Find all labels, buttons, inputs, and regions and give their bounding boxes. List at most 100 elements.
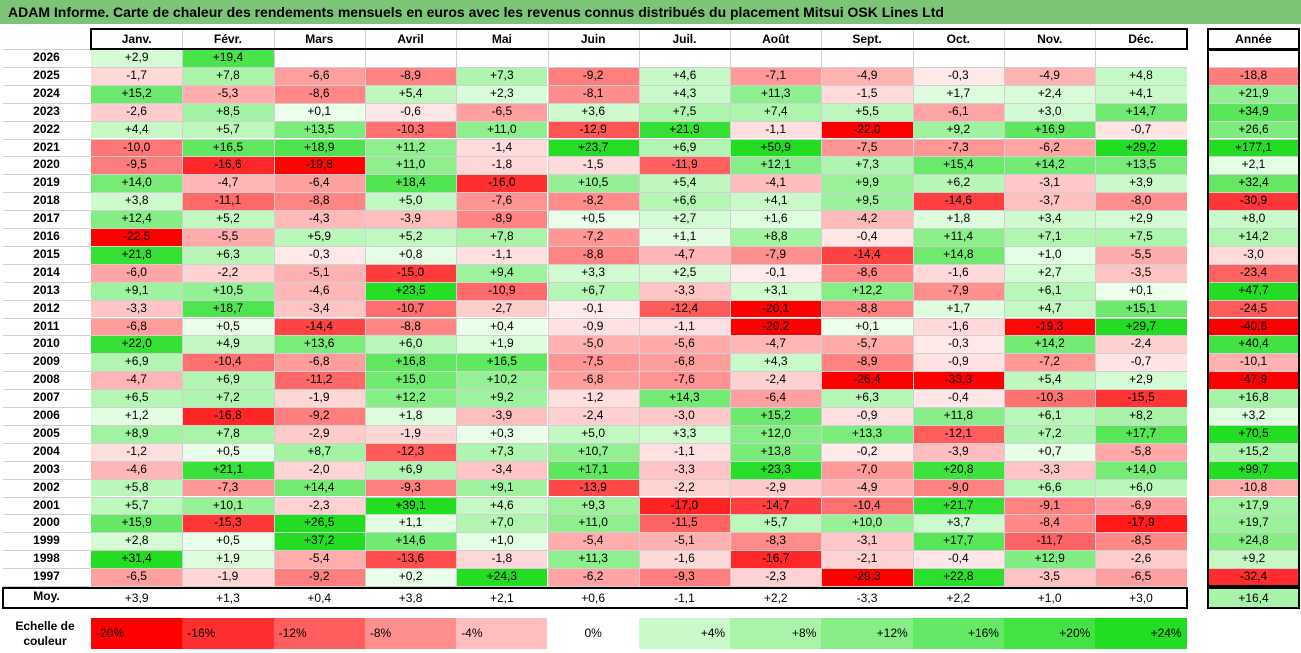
- grid-line: [1208, 192, 1299, 194]
- heatmap-cell: +6,7: [547, 281, 639, 300]
- heatmap-cell: -12,9: [547, 120, 639, 139]
- heatmap-cell: -16,6: [182, 156, 274, 175]
- heatmap-cell: +16,5: [456, 353, 548, 372]
- heatmap-cell: +12,1: [730, 156, 822, 175]
- heatmap-cell: -2,2: [182, 263, 274, 282]
- heatmap-cell: +15,9: [91, 514, 183, 533]
- month-header: Janv.: [121, 32, 152, 46]
- heatmap-cell: +16,8: [364, 353, 457, 372]
- year-label: 2009: [33, 354, 60, 369]
- heatmap-cell: -5,0: [547, 335, 639, 354]
- color-scale-swatch: -20%: [91, 618, 183, 649]
- annual-cell: +32,4: [1208, 174, 1299, 193]
- heatmap-cell: +2,9: [91, 49, 183, 67]
- heatmap-cell: +0,5: [182, 442, 274, 461]
- heatmap-cell: +0,1: [273, 102, 365, 121]
- heatmap-cell: -14,7: [730, 496, 822, 515]
- heatmap-cell: -3,4: [456, 460, 548, 479]
- heatmap-cell: +8,2: [1095, 407, 1187, 425]
- heatmap-cell: -11,7: [1004, 532, 1096, 551]
- month-header: Févr.: [213, 32, 242, 46]
- heatmap-cell: -3,3: [1004, 460, 1096, 479]
- heatmap-cell: -2,7: [456, 299, 548, 318]
- heatmap-cell: -1,9: [182, 568, 274, 586]
- heatmap-cell: +0,4: [456, 317, 548, 336]
- heatmap-cell: +17,1: [547, 460, 639, 479]
- grid-line: [1208, 478, 1299, 480]
- heatmap-cell: -2,4: [730, 371, 822, 390]
- heatmap-cell: +6,0: [1095, 478, 1187, 497]
- heatmap-cell: -8,8: [364, 317, 457, 336]
- heatmap-cell: +7,2: [182, 389, 274, 407]
- heatmap-cell: -6,4: [730, 389, 822, 407]
- heatmap-cell: -8,5: [1095, 532, 1187, 551]
- heatmap-cell: +5,4: [364, 84, 457, 103]
- annual-cell: +2,1: [1208, 156, 1299, 175]
- heatmap-cell: +14,7: [1095, 102, 1187, 121]
- heatmap-cell: -9,5: [91, 156, 183, 175]
- heatmap-cell: +9,1: [91, 281, 183, 300]
- heatmap-cell: +9,3: [547, 496, 639, 515]
- annual-cell: -47,9: [1208, 371, 1299, 390]
- heatmap-cell: -0,2: [821, 442, 913, 461]
- heatmap-cell: -4,2: [821, 210, 913, 228]
- heatmap-cell: +18,9: [273, 138, 365, 157]
- heatmap-cell: +14,0: [91, 174, 183, 193]
- heatmap-cell: -3,1: [1004, 174, 1096, 193]
- heatmap-cell: -2,0: [273, 460, 365, 479]
- heatmap-cell: +1,9: [182, 550, 274, 569]
- heatmap-cell: +29,7: [1095, 317, 1187, 336]
- grid-line: [3, 550, 1187, 552]
- heatmap-cell: -0,1: [730, 263, 822, 282]
- heatmap-cell: +3,3: [638, 424, 731, 443]
- heatmap-cell: +3,9: [1095, 174, 1187, 193]
- heatmap-cell: -13,9: [547, 478, 639, 497]
- color-scale-swatch: +24%: [1095, 618, 1187, 649]
- heatmap-cell: +10,1: [182, 496, 274, 515]
- heatmap-cell: -0,1: [547, 299, 639, 318]
- heatmap-cell: +6,1: [1004, 407, 1096, 425]
- grid-line: [364, 29, 366, 586]
- chart-title: ADAM Informe. Carte de chaleur des rende…: [0, 0, 1301, 24]
- heatmap-cell: -3,9: [912, 442, 1004, 461]
- grid-line: [638, 29, 640, 586]
- heatmap-cell: +1,0: [456, 532, 548, 551]
- year-label: 2023: [33, 103, 60, 118]
- heatmap-cell: +39,1: [364, 496, 457, 515]
- heatmap-cell: -2,3: [730, 568, 822, 586]
- heatmap-cell: +8,8: [730, 228, 822, 246]
- heatmap-cell: -10,3: [1004, 389, 1096, 407]
- heatmap-cell: -9,2: [273, 568, 365, 586]
- heatmap-cell: -14,4: [273, 317, 365, 336]
- heatmap-cell: +6,2: [912, 174, 1004, 193]
- heatmap-cell: +6,9: [638, 138, 731, 157]
- heatmap-cell: -2,6: [1095, 550, 1187, 569]
- heatmap-cell: -7,2: [1004, 353, 1096, 372]
- heatmap-cell: +0,1: [821, 317, 913, 336]
- heatmap-cell: -5,6: [638, 335, 731, 354]
- heatmap-cell: -6,2: [547, 568, 639, 586]
- heatmap-cell: +2,9: [1095, 371, 1187, 390]
- heatmap-cell: +11,4: [912, 228, 1004, 246]
- heatmap-cell: +0,3: [456, 424, 548, 443]
- heatmap-cell: -4,9: [821, 478, 913, 497]
- annual-cell: +15,2: [1208, 442, 1299, 461]
- year-label: 2003: [33, 461, 60, 476]
- heatmap-cell: -8,9: [456, 210, 548, 228]
- heatmap-cell: +16,5: [182, 138, 274, 157]
- annual-cell: -30,9: [1208, 192, 1299, 211]
- grid-line: [182, 29, 184, 586]
- grid-line: [1208, 299, 1299, 301]
- heatmap-cell: -4,9: [821, 66, 913, 85]
- heatmap-cell: +31,4: [91, 550, 183, 569]
- heatmap-cell: -10,0: [91, 138, 183, 157]
- year-label: 2022: [33, 121, 60, 136]
- average-cell: +3,0: [1129, 591, 1153, 605]
- heatmap-cell: +5,2: [364, 228, 457, 246]
- color-scale-swatch: +16%: [912, 618, 1004, 649]
- heatmap-cell: +0,1: [1095, 281, 1187, 300]
- heatmap-cell: -33,3: [912, 371, 1004, 390]
- heatmap-cell: +21,9: [638, 120, 731, 139]
- heatmap-cell: +8,7: [273, 442, 365, 461]
- heatmap-cell: +9,2: [912, 120, 1004, 139]
